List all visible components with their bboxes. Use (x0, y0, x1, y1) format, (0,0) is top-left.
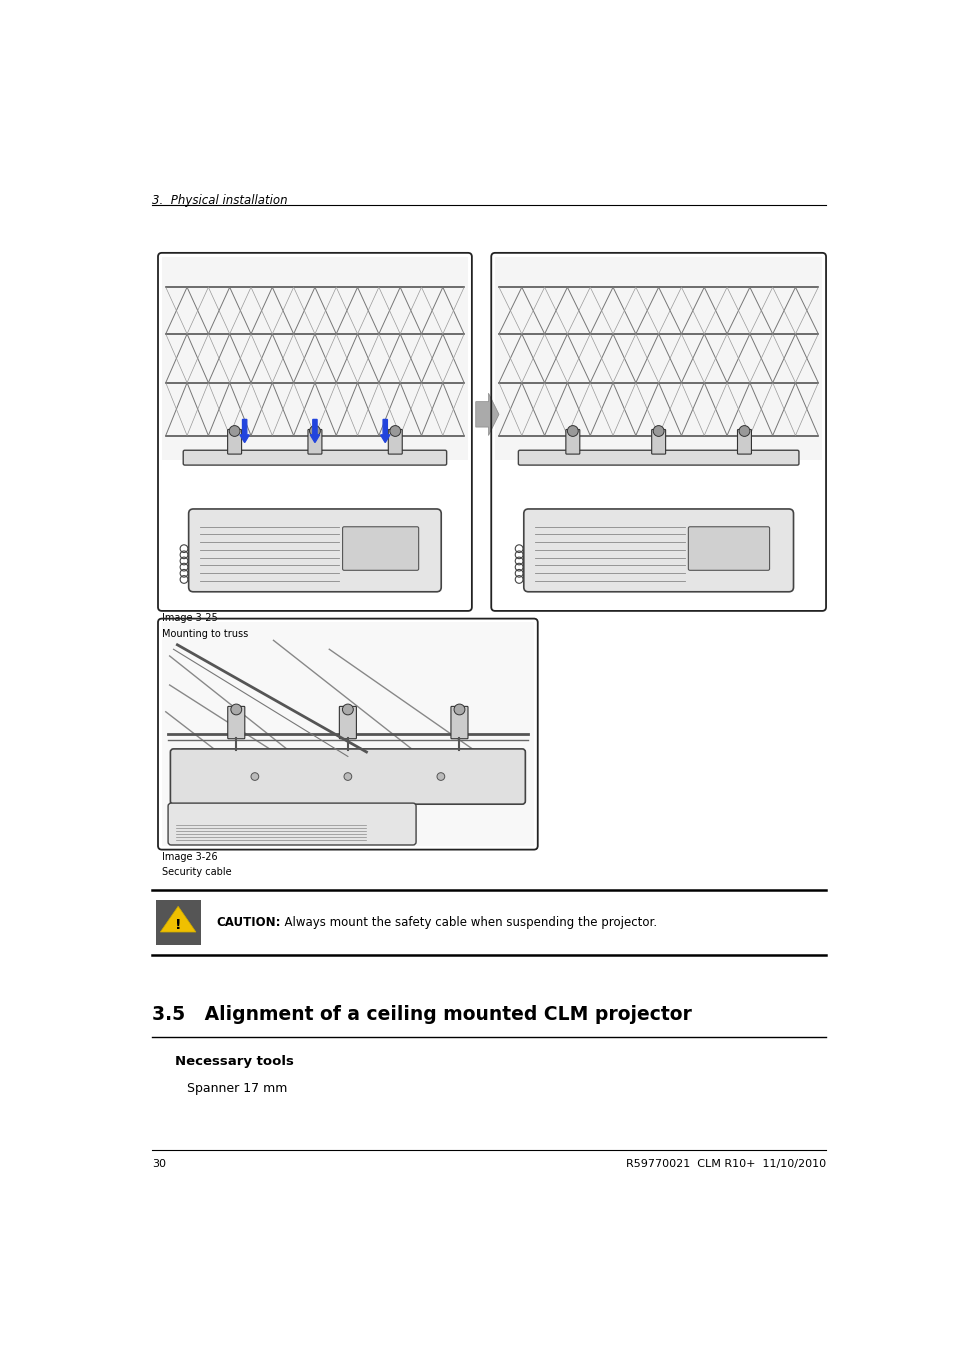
Text: Always mount the safety cable when suspending the projector.: Always mount the safety cable when suspe… (276, 915, 656, 929)
Circle shape (344, 772, 352, 780)
Circle shape (390, 425, 400, 436)
Polygon shape (160, 906, 195, 931)
Bar (495, 256, 821, 608)
Circle shape (653, 425, 663, 436)
FancyBboxPatch shape (168, 803, 416, 845)
Bar (162, 622, 534, 845)
Circle shape (739, 425, 749, 436)
FancyBboxPatch shape (737, 429, 751, 454)
FancyBboxPatch shape (651, 429, 665, 454)
Bar (162, 256, 468, 608)
FancyBboxPatch shape (565, 429, 579, 454)
Text: Image 3-26: Image 3-26 (162, 852, 217, 861)
Bar (162, 622, 534, 845)
Text: Mounting to truss: Mounting to truss (162, 629, 248, 639)
Circle shape (231, 705, 241, 716)
FancyBboxPatch shape (451, 706, 468, 738)
Text: 3.5   Alignment of a ceiling mounted CLM projector: 3.5 Alignment of a ceiling mounted CLM p… (152, 1006, 691, 1025)
Circle shape (436, 772, 444, 780)
Bar (155, 900, 200, 945)
Circle shape (567, 425, 578, 436)
FancyArrow shape (380, 420, 390, 443)
Text: 3.  Physical installation: 3. Physical installation (152, 194, 287, 208)
FancyBboxPatch shape (523, 509, 793, 591)
Circle shape (454, 705, 464, 716)
FancyArrow shape (310, 420, 319, 443)
Text: Image 3-25: Image 3-25 (162, 613, 217, 624)
Bar (495, 256, 821, 608)
FancyBboxPatch shape (228, 706, 245, 738)
FancyBboxPatch shape (342, 526, 418, 570)
Text: Spanner 17 mm: Spanner 17 mm (187, 1083, 287, 1095)
FancyBboxPatch shape (517, 451, 798, 466)
FancyBboxPatch shape (308, 429, 321, 454)
Circle shape (342, 705, 353, 716)
Bar (162, 622, 534, 845)
Bar (495, 256, 821, 460)
Circle shape (309, 425, 320, 436)
FancyBboxPatch shape (388, 429, 402, 454)
Text: R59770021  CLM R10+  11/10/2010: R59770021 CLM R10+ 11/10/2010 (625, 1160, 825, 1169)
Bar (162, 256, 468, 460)
FancyBboxPatch shape (339, 706, 356, 738)
FancyBboxPatch shape (183, 451, 446, 466)
Text: 30: 30 (152, 1160, 166, 1169)
FancyBboxPatch shape (189, 509, 440, 591)
Circle shape (229, 425, 240, 436)
Text: Necessary tools: Necessary tools (174, 1056, 294, 1068)
FancyBboxPatch shape (688, 526, 769, 570)
FancyBboxPatch shape (228, 429, 241, 454)
Circle shape (251, 772, 258, 780)
Text: Security cable: Security cable (162, 867, 232, 878)
Text: CAUTION:: CAUTION: (216, 915, 280, 929)
FancyArrow shape (240, 420, 249, 443)
Polygon shape (476, 393, 498, 436)
Bar (162, 256, 468, 608)
FancyBboxPatch shape (171, 749, 525, 805)
Text: !: ! (174, 918, 181, 932)
